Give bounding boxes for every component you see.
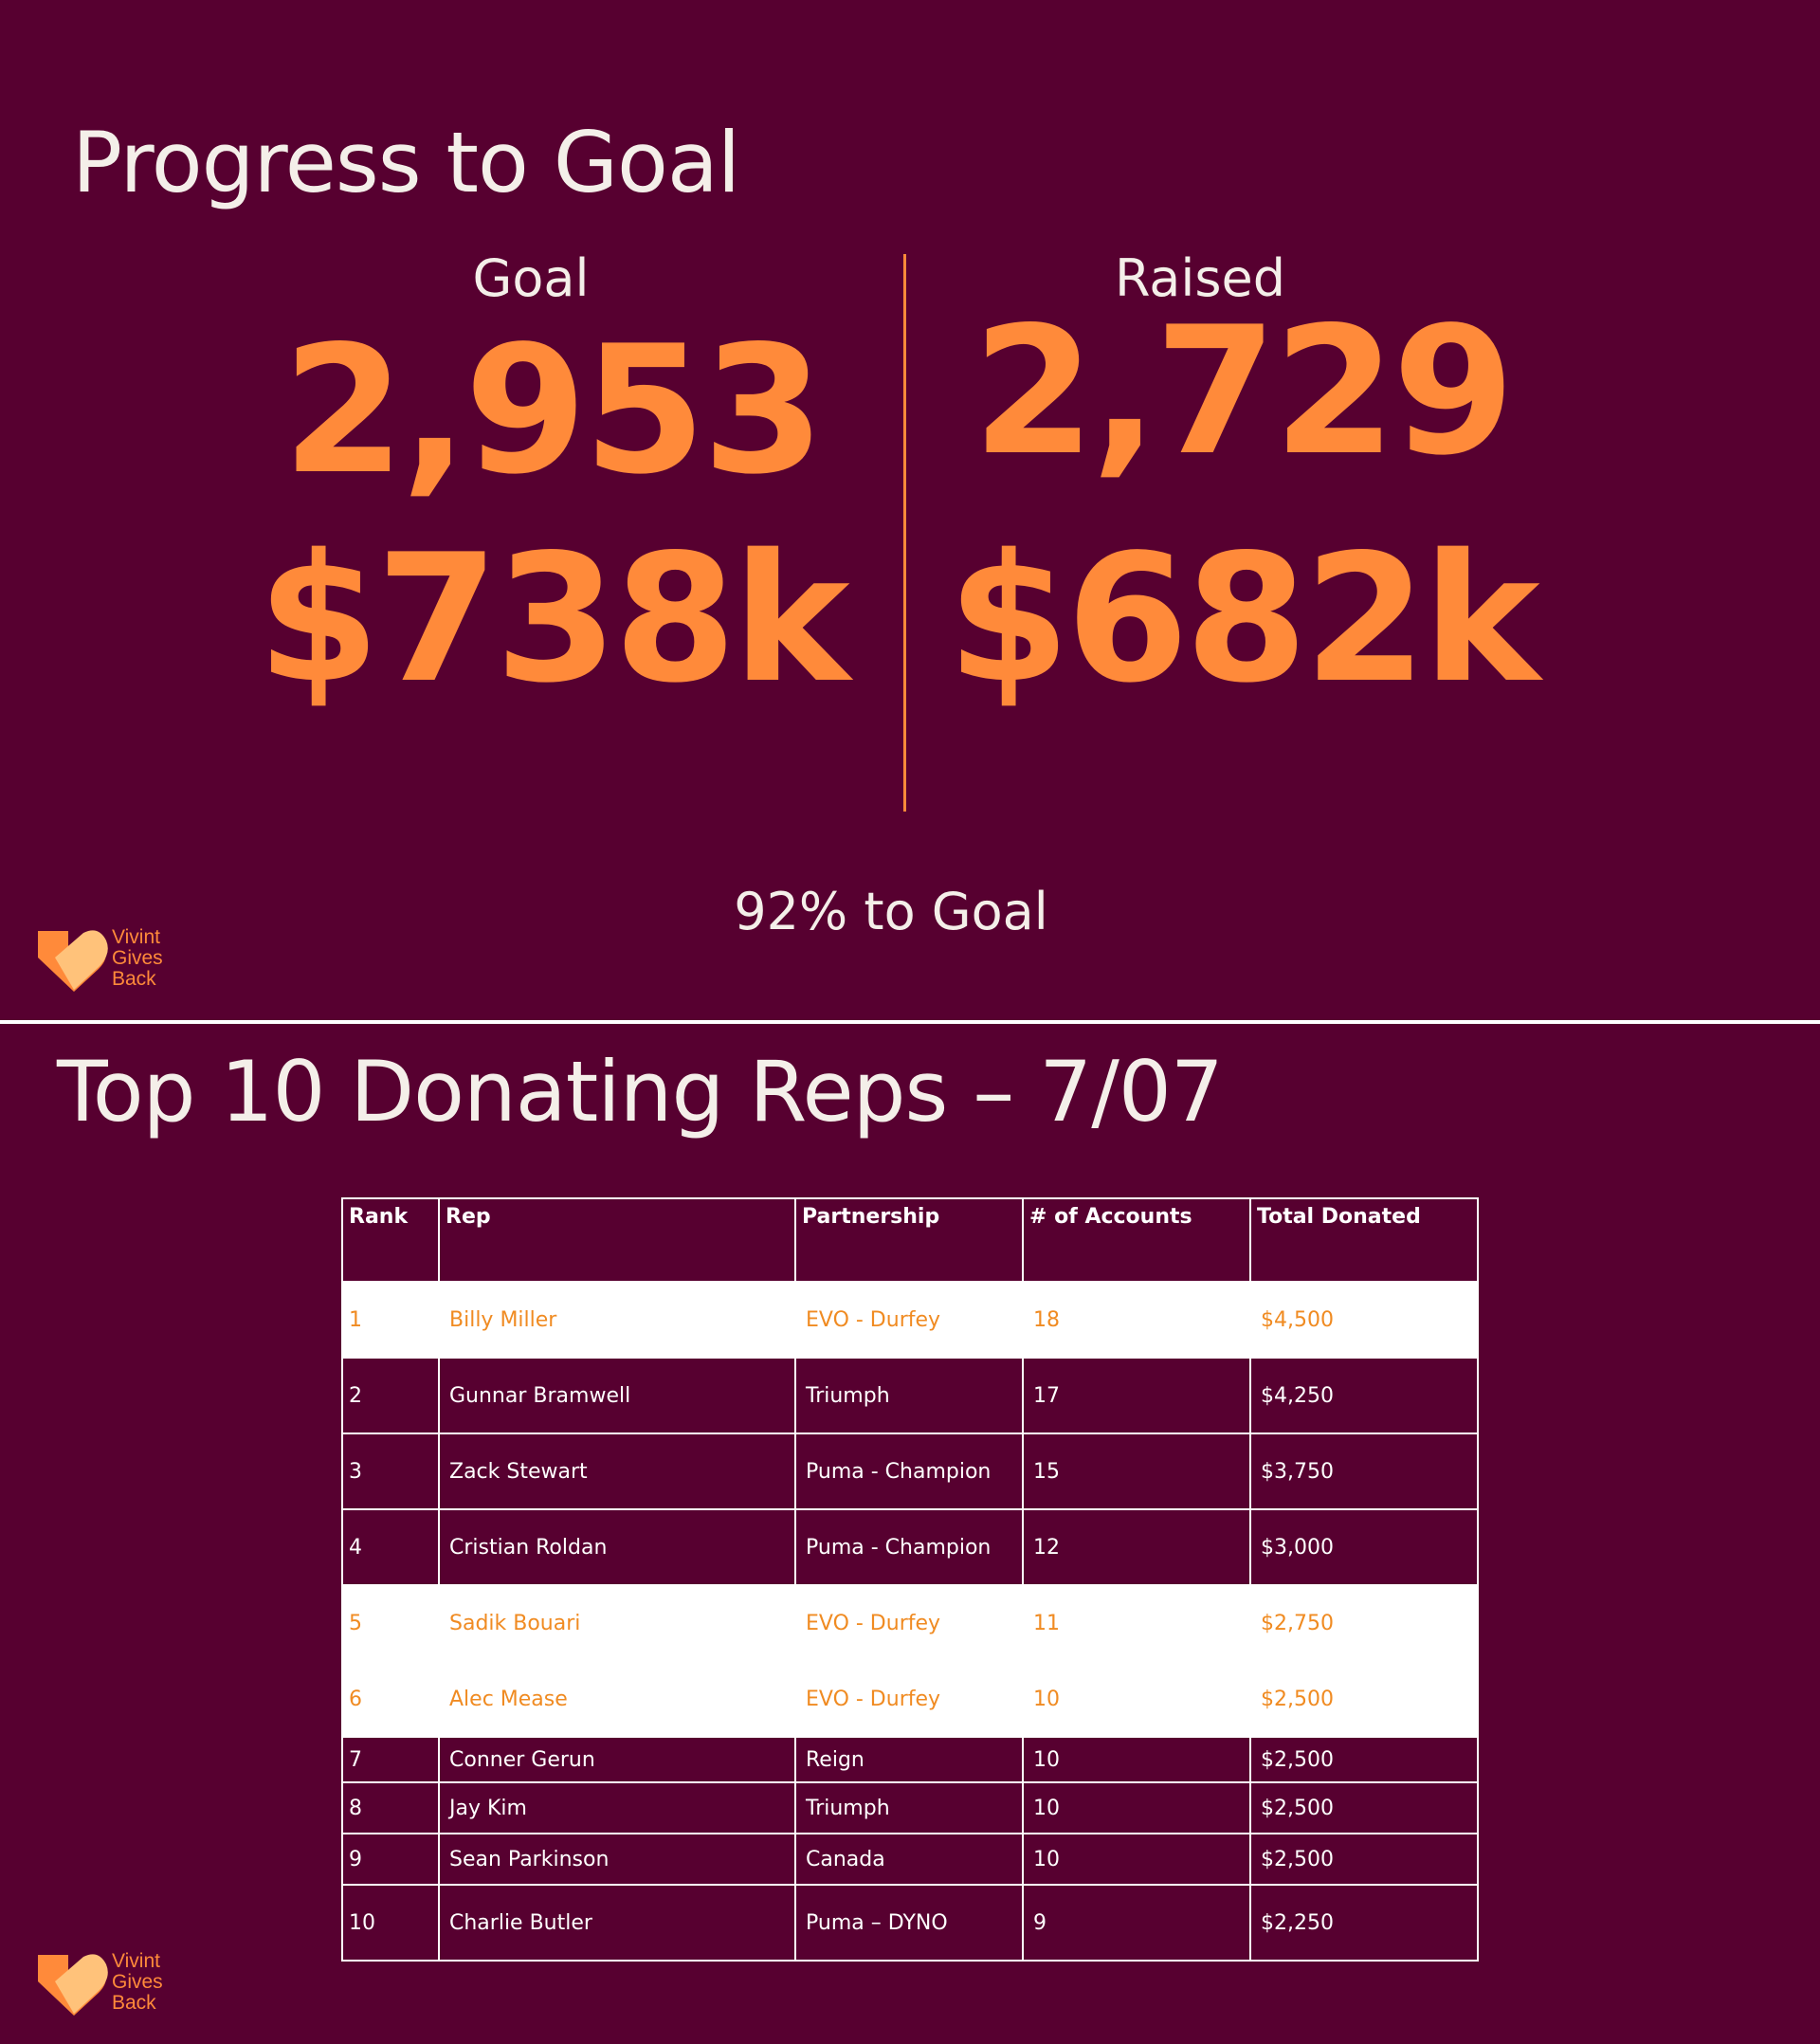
partnership-cell: EVO - Durfey: [794, 1660, 1024, 1738]
logo-line-2: Gives: [112, 1971, 163, 1993]
header-partnership: Partnership: [794, 1197, 1024, 1283]
leaderboard-table: Rank Rep Partnership # of Accounts Total…: [341, 1197, 1479, 1962]
partnership-cell: EVO - Durfey: [794, 1584, 1024, 1662]
table-row: 8 Jay Kim Triumph 10 $2,500: [341, 1781, 1479, 1834]
accounts-cell: 17: [1022, 1357, 1251, 1434]
accounts-cell: 11: [1022, 1584, 1251, 1662]
header-total: Total Donated: [1249, 1197, 1479, 1283]
logo-line-3: Back: [112, 968, 156, 990]
partnership-cell: Canada: [794, 1833, 1024, 1886]
vivint-gives-back-logo-footer: Vivint Gives Back: [36, 1951, 188, 2019]
vivint-gives-back-logo: Vivint Gives Back: [36, 927, 188, 995]
rank-cell: 7: [341, 1736, 440, 1783]
rank-cell: 8: [341, 1781, 440, 1834]
total-cell: $2,500: [1249, 1833, 1479, 1886]
total-cell: $3,750: [1249, 1433, 1479, 1510]
partnership-cell: Reign: [794, 1736, 1024, 1783]
rep-cell: Alec Mease: [438, 1660, 796, 1738]
table-row: 6 Alec Mease EVO - Durfey 10 $2,500: [341, 1660, 1479, 1738]
total-cell: $2,750: [1249, 1584, 1479, 1662]
table-row: 1 Billy Miller EVO - Durfey 18 $4,500: [341, 1281, 1479, 1359]
partnership-cell: Puma - Champion: [794, 1508, 1024, 1586]
total-cell: $2,250: [1249, 1884, 1479, 1962]
rep-cell: Charlie Butler: [438, 1884, 796, 1962]
rep-cell: Billy Miller: [438, 1281, 796, 1359]
rank-cell: 3: [341, 1433, 440, 1510]
table-header-row: Rank Rep Partnership # of Accounts Total…: [341, 1197, 1479, 1283]
accounts-cell: 10: [1022, 1781, 1251, 1834]
total-cell: $4,250: [1249, 1357, 1479, 1434]
column-divider: [903, 254, 906, 812]
accounts-cell: 18: [1022, 1281, 1251, 1359]
total-cell: $2,500: [1249, 1781, 1479, 1834]
header-rep: Rep: [438, 1197, 796, 1283]
table-row: 2 Gunnar Bramwell Triumph 17 $4,250: [341, 1357, 1479, 1434]
rep-cell: Conner Gerun: [438, 1736, 796, 1783]
heart-icon: [38, 930, 108, 992]
partnership-cell: Triumph: [794, 1357, 1024, 1434]
rank-cell: 6: [341, 1660, 440, 1738]
rep-cell: Jay Kim: [438, 1781, 796, 1834]
accounts-cell: 10: [1022, 1736, 1251, 1783]
rank-cell: 9: [341, 1833, 440, 1886]
rank-cell: 4: [341, 1508, 440, 1586]
rep-cell: Sadik Bouari: [438, 1584, 796, 1662]
table-row: 5 Sadik Bouari EVO - Durfey 11 $2,750: [341, 1584, 1479, 1662]
goal-count: 2,953: [282, 307, 825, 513]
total-cell: $3,000: [1249, 1508, 1479, 1586]
header-accounts: # of Accounts: [1022, 1197, 1251, 1283]
heart-icon: [38, 1954, 108, 2016]
rank-cell: 1: [341, 1281, 440, 1359]
table-row: 3 Zack Stewart Puma - Champion 15 $3,750: [341, 1433, 1479, 1510]
progress-title: Progress to Goal: [72, 114, 740, 211]
percent-to-goal: 92% to Goal: [734, 882, 1048, 941]
logo-line-2: Gives: [112, 947, 163, 969]
accounts-cell: 9: [1022, 1884, 1251, 1962]
accounts-cell: 10: [1022, 1833, 1251, 1886]
raised-label: Raised: [1114, 248, 1286, 308]
header-rank: Rank: [341, 1197, 440, 1283]
logo-line-3: Back: [112, 1992, 156, 2014]
rep-cell: Zack Stewart: [438, 1433, 796, 1510]
partnership-cell: Triumph: [794, 1781, 1024, 1834]
logo-line-1: Vivint: [112, 926, 160, 948]
logo-line-1: Vivint: [112, 1950, 160, 1972]
partnership-cell: EVO - Durfey: [794, 1281, 1024, 1359]
rep-cell: Cristian Roldan: [438, 1508, 796, 1586]
goal-label: Goal: [472, 248, 590, 308]
total-cell: $2,500: [1249, 1660, 1479, 1738]
total-cell: $2,500: [1249, 1736, 1479, 1783]
table-row: 9 Sean Parkinson Canada 10 $2,500: [341, 1833, 1479, 1886]
rank-cell: 10: [341, 1884, 440, 1962]
accounts-cell: 10: [1022, 1660, 1251, 1738]
progress-slide: Progress to Goal Goal Raised 2,953 $738k…: [0, 0, 1820, 1020]
raised-amount: $682k: [947, 516, 1539, 721]
total-cell: $4,500: [1249, 1281, 1479, 1359]
partnership-cell: Puma – DYNO: [794, 1884, 1024, 1962]
rep-cell: Gunnar Bramwell: [438, 1357, 796, 1434]
table-row: 7 Conner Gerun Reign 10 $2,500: [341, 1736, 1479, 1783]
accounts-cell: 12: [1022, 1508, 1251, 1586]
table-row: 10 Charlie Butler Puma – DYNO 9 $2,250: [341, 1884, 1479, 1962]
rep-cell: Sean Parkinson: [438, 1833, 796, 1886]
rank-cell: 5: [341, 1584, 440, 1662]
leaderboard-title: Top 10 Donating Reps – 7/07: [57, 1043, 1224, 1141]
goal-amount: $738k: [257, 516, 849, 721]
table-row: 4 Cristian Roldan Puma - Champion 12 $3,000: [341, 1508, 1479, 1586]
partnership-cell: Puma - Champion: [794, 1433, 1024, 1510]
rank-cell: 2: [341, 1357, 440, 1434]
raised-count: 2,729: [972, 288, 1515, 494]
accounts-cell: 15: [1022, 1433, 1251, 1510]
